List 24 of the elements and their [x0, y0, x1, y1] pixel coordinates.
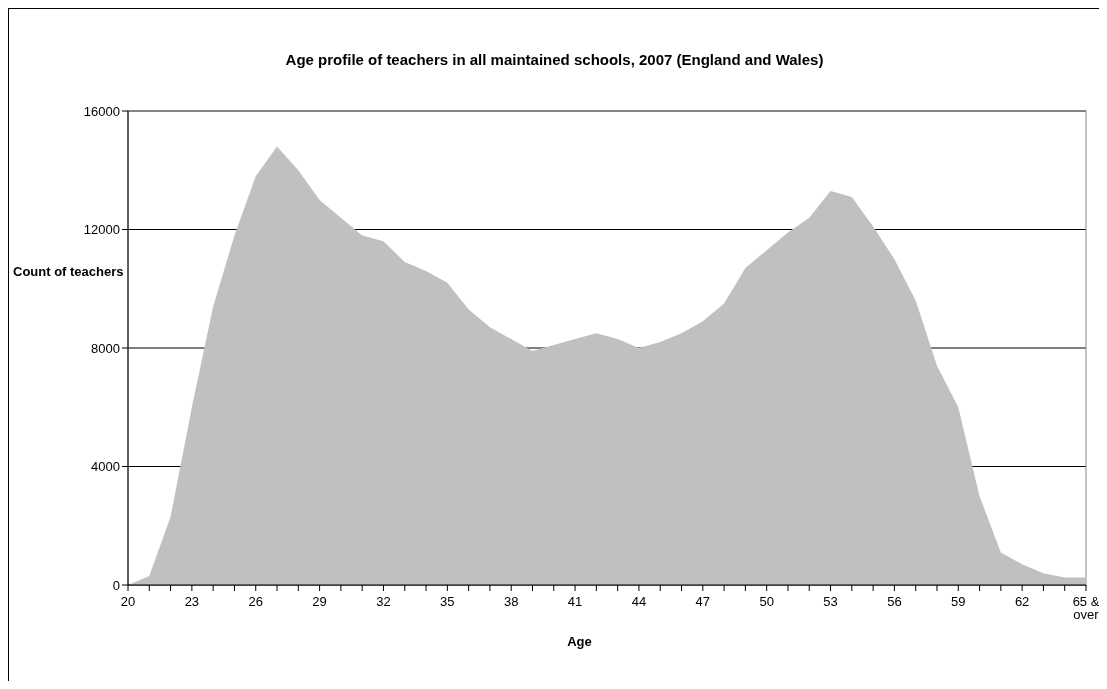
x-tick-label: 41 — [567, 594, 583, 610]
y-tick-label: 8000 — [91, 340, 120, 356]
x-tick-label: 29 — [312, 594, 327, 610]
x-tick-label: 20 — [120, 594, 136, 610]
x-tick-label: 62 — [1014, 594, 1030, 610]
x-tick-label: 35 — [440, 594, 455, 610]
x-tick-label: 50 — [759, 594, 774, 610]
x-tick-label: 59 — [951, 594, 966, 610]
y-tick-label: 16000 — [83, 103, 120, 119]
x-axis-title: Age — [566, 634, 593, 649]
x-tick-label: 32 — [376, 594, 391, 610]
x-tick-label: 65 & over — [1072, 594, 1100, 623]
chart-title: Age profile of teachers in all maintained schools, 2007 (England and Wales) — [284, 51, 825, 68]
x-tick-label: 26 — [248, 594, 263, 610]
x-tick-label: 53 — [823, 594, 838, 610]
x-tick-label: 47 — [695, 594, 711, 610]
y-axis-title: Count of teachers — [13, 264, 124, 279]
x-tick-label: 44 — [631, 594, 647, 610]
x-tick-label: 56 — [887, 594, 902, 610]
x-tick-label: 23 — [184, 594, 200, 610]
y-tick-label: 0 — [112, 577, 120, 593]
y-tick-label: 12000 — [83, 222, 120, 238]
y-tick-label: 4000 — [91, 459, 120, 475]
x-tick-label: 38 — [503, 594, 519, 610]
